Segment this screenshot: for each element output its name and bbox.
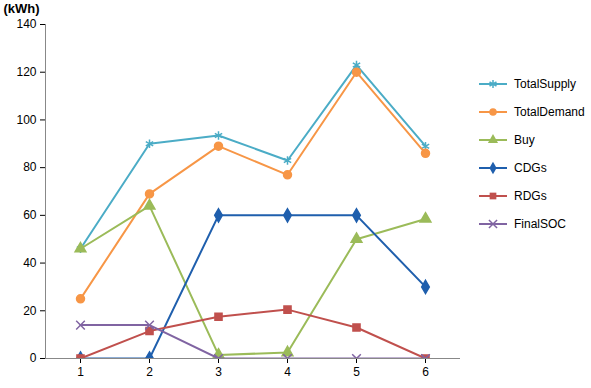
svg-text:5: 5 <box>353 365 360 379</box>
svg-text:20: 20 <box>23 304 37 318</box>
svg-text:0: 0 <box>30 351 37 365</box>
html-text:TotalDemand: TotalDemand <box>514 105 585 119</box>
svg-text:(kWh): (kWh) <box>4 1 40 16</box>
svg-text:40: 40 <box>23 256 37 270</box>
svg-text:2: 2 <box>146 365 153 379</box>
html-text:TotalSupply: TotalSupply <box>514 77 576 91</box>
svg-text:6: 6 <box>422 365 429 379</box>
svg-text:60: 60 <box>23 208 37 222</box>
svg-text:4: 4 <box>284 365 291 379</box>
svg-text:140: 140 <box>16 17 36 31</box>
svg-text:80: 80 <box>23 160 37 174</box>
html-text:RDGs: RDGs <box>514 189 547 203</box>
svg-text:1: 1 <box>77 365 84 379</box>
svg-text:120: 120 <box>16 65 36 79</box>
html-text:FinalSOC: FinalSOC <box>514 217 566 231</box>
svg-text:100: 100 <box>16 113 36 127</box>
html-text:Buy: Buy <box>514 133 535 147</box>
svg-text:3: 3 <box>215 365 222 379</box>
html-text:CDGs: CDGs <box>514 161 547 175</box>
